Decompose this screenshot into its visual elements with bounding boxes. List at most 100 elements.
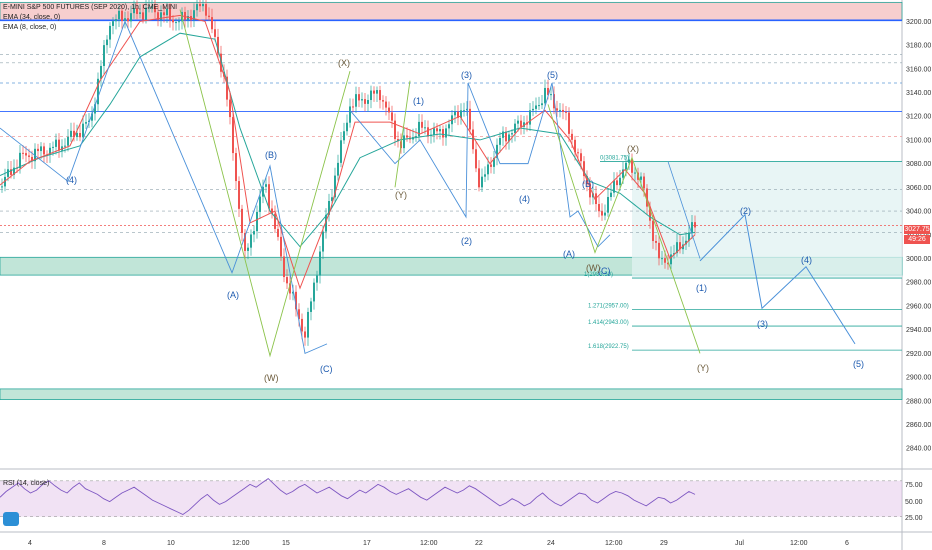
candle-body bbox=[247, 247, 249, 251]
candle-body bbox=[304, 331, 306, 338]
candle-body bbox=[550, 94, 552, 96]
candle-body bbox=[643, 176, 645, 189]
candle-body bbox=[337, 162, 339, 176]
candle-body bbox=[298, 309, 300, 319]
candle-body bbox=[121, 10, 123, 22]
candle-body bbox=[133, 8, 135, 14]
price-tick-label: 2840.00 bbox=[906, 446, 931, 453]
candle-body bbox=[10, 169, 12, 175]
wave-label-blue: (A) bbox=[563, 249, 575, 259]
candle-body bbox=[274, 213, 276, 229]
candle-body bbox=[448, 124, 450, 129]
candle-body bbox=[199, 4, 201, 7]
candle-body bbox=[49, 147, 51, 155]
candle-body bbox=[193, 10, 195, 21]
wave-label-gray: (W) bbox=[264, 373, 279, 383]
time-tick-label: 22 bbox=[475, 540, 483, 547]
candle-body bbox=[445, 128, 447, 138]
fib-level-label: 1.414(2943.00) bbox=[588, 320, 629, 326]
time-tick-label: 12:00 bbox=[232, 540, 250, 547]
candle-body bbox=[577, 152, 579, 154]
candle-body bbox=[7, 169, 9, 177]
candle-body bbox=[70, 130, 72, 137]
rsi-title: RSI (14, close) bbox=[3, 480, 50, 487]
candle-body bbox=[361, 99, 363, 101]
wave-line-green bbox=[179, 9, 351, 358]
projection-spike bbox=[667, 161, 701, 259]
candle-body bbox=[13, 167, 15, 175]
candle-body bbox=[160, 12, 162, 20]
candle-body bbox=[589, 183, 591, 198]
candle-body bbox=[124, 18, 126, 22]
candle-body bbox=[466, 108, 468, 111]
candle-body bbox=[232, 117, 234, 154]
candle-body bbox=[658, 242, 660, 259]
candle-body bbox=[619, 177, 621, 186]
price-tick-label: 3200.00 bbox=[906, 19, 931, 26]
candle-body bbox=[616, 180, 618, 186]
zone-2 bbox=[0, 388, 903, 400]
wave-label-blue: (1) bbox=[413, 96, 424, 106]
candle-body bbox=[52, 146, 54, 148]
wave-line-green-2 bbox=[394, 80, 411, 188]
symbol-title: E-MINI S&P 500 FUTURES (SEP 2020), 1h, C… bbox=[3, 4, 178, 11]
candle-body bbox=[214, 29, 216, 37]
candle-body bbox=[307, 311, 309, 338]
candle-body bbox=[58, 139, 60, 151]
candle-body bbox=[394, 120, 396, 140]
candle-body bbox=[457, 111, 459, 118]
candle-body bbox=[508, 134, 510, 142]
candle-body bbox=[175, 22, 177, 24]
candle-body bbox=[118, 10, 120, 20]
candle-body bbox=[145, 7, 147, 20]
candle-body bbox=[568, 112, 570, 134]
candle-body bbox=[364, 99, 366, 104]
time-tick-label: 15 bbox=[282, 540, 290, 547]
candle-body bbox=[73, 130, 75, 138]
time-tick-label: 4 bbox=[28, 540, 32, 547]
price-tick-label: 3040.00 bbox=[906, 209, 931, 216]
time-tick-label: 29 bbox=[660, 540, 668, 547]
candle-body bbox=[547, 87, 549, 95]
candle-body bbox=[1, 186, 3, 188]
candle-body bbox=[64, 145, 66, 147]
candle-body bbox=[571, 133, 573, 140]
fib-level-label: 1.618(2922.75) bbox=[588, 344, 629, 350]
candle-body bbox=[352, 106, 354, 108]
candle-body bbox=[289, 283, 291, 294]
tradingview-logo[interactable] bbox=[3, 512, 19, 526]
candle-body bbox=[28, 155, 30, 157]
candle-body bbox=[502, 131, 504, 138]
wave-label-blue: (2) bbox=[461, 236, 472, 246]
candle-body bbox=[601, 211, 603, 216]
candle-body bbox=[202, 4, 204, 7]
candle-body bbox=[415, 136, 417, 138]
candle-body bbox=[76, 133, 78, 138]
candle-body bbox=[259, 196, 261, 212]
candle-body bbox=[238, 181, 240, 209]
candle-body bbox=[130, 13, 132, 22]
candle-body bbox=[79, 133, 81, 138]
candle-body bbox=[481, 176, 483, 188]
wave-label-gray: (Y) bbox=[697, 363, 709, 373]
candle-body bbox=[460, 110, 462, 118]
candle-body bbox=[436, 128, 438, 132]
candle-body bbox=[628, 159, 630, 163]
candle-body bbox=[673, 253, 675, 255]
candle-body bbox=[463, 110, 465, 112]
candle-body bbox=[475, 149, 477, 169]
candle-body bbox=[205, 4, 207, 16]
ema8-line bbox=[0, 14, 696, 290]
candle-body bbox=[517, 120, 519, 124]
candle-body bbox=[37, 148, 39, 152]
candle-body bbox=[55, 139, 57, 147]
fib-level-label: 1(2983.50) bbox=[584, 272, 613, 278]
candle-body bbox=[454, 111, 456, 116]
candle-body bbox=[433, 128, 435, 135]
candle-body bbox=[349, 106, 351, 123]
ema8-legend: EMA (8, close, 0) bbox=[3, 24, 57, 31]
candle-body bbox=[136, 8, 138, 14]
candle-body bbox=[25, 153, 27, 156]
candle-body bbox=[379, 90, 381, 101]
